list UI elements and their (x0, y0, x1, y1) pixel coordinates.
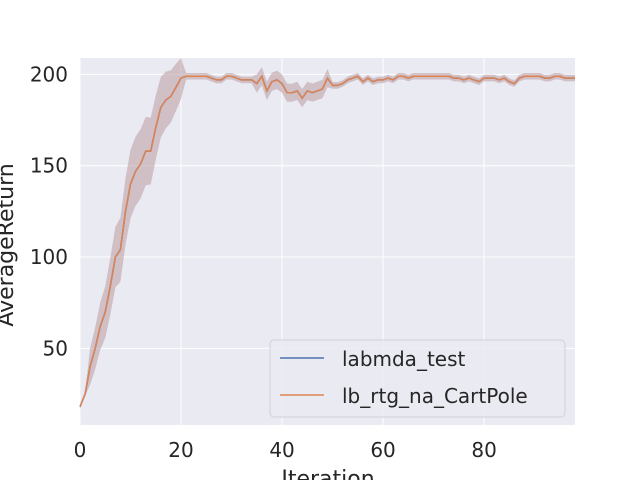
x-tick-label: 80 (471, 438, 496, 462)
legend-label-labmda-test: labmda_test (342, 347, 466, 371)
tick-labels: 0 20 40 60 80 50 100 150 200 (30, 62, 497, 462)
x-tick-label: 60 (370, 438, 395, 462)
y-tick-label: 100 (30, 245, 68, 269)
x-tick-label: 0 (74, 438, 87, 462)
series-line-lb-rtg-na-cartpole (79, 74, 575, 407)
x-tick-label: 40 (269, 438, 294, 462)
x-axis-label: Iteration (281, 467, 374, 480)
y-tick-label: 200 (30, 62, 68, 86)
legend-box (269, 339, 566, 418)
legend-label-lb-rtg-na-cartpole: lb_rtg_na_CartPole (342, 384, 528, 408)
y-tick-label: 50 (43, 336, 68, 360)
y-tick-label: 150 (30, 154, 68, 178)
y-axis-label: AverageReturn (0, 163, 19, 326)
legend: labmda_test lb_rtg_na_CartPole (269, 339, 566, 418)
x-tick-label: 20 (168, 438, 193, 462)
